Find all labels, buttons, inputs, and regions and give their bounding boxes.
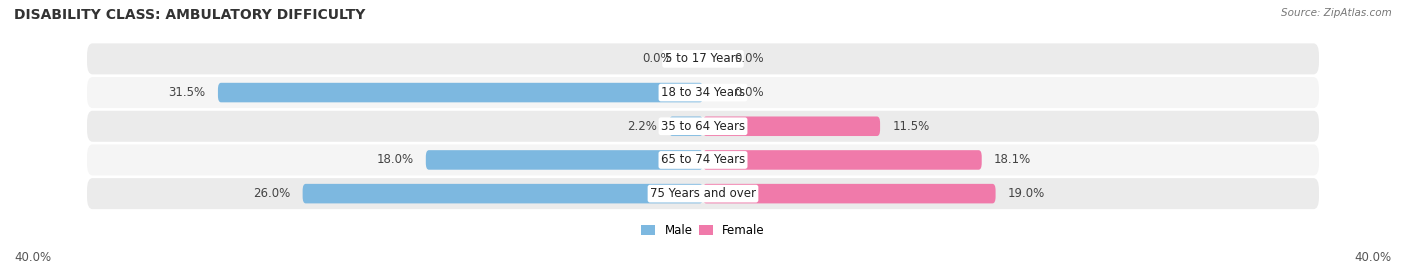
- Text: 0.0%: 0.0%: [734, 86, 763, 99]
- Text: 26.0%: 26.0%: [253, 187, 290, 200]
- Text: 75 Years and over: 75 Years and over: [650, 187, 756, 200]
- FancyBboxPatch shape: [703, 116, 880, 136]
- Text: 5 to 17 Years: 5 to 17 Years: [665, 52, 741, 65]
- FancyBboxPatch shape: [703, 150, 981, 170]
- FancyBboxPatch shape: [302, 184, 703, 203]
- Text: 18.1%: 18.1%: [994, 153, 1031, 167]
- FancyBboxPatch shape: [218, 83, 703, 102]
- Legend: Male, Female: Male, Female: [637, 219, 769, 242]
- Text: 19.0%: 19.0%: [1008, 187, 1045, 200]
- FancyBboxPatch shape: [87, 111, 1319, 142]
- FancyBboxPatch shape: [703, 184, 995, 203]
- Text: Source: ZipAtlas.com: Source: ZipAtlas.com: [1281, 8, 1392, 18]
- Text: 35 to 64 Years: 35 to 64 Years: [661, 120, 745, 133]
- FancyBboxPatch shape: [87, 43, 1319, 74]
- FancyBboxPatch shape: [87, 77, 1319, 108]
- Text: 40.0%: 40.0%: [14, 251, 51, 264]
- Text: 18 to 34 Years: 18 to 34 Years: [661, 86, 745, 99]
- FancyBboxPatch shape: [426, 150, 703, 170]
- Text: 0.0%: 0.0%: [734, 52, 763, 65]
- Text: DISABILITY CLASS: AMBULATORY DIFFICULTY: DISABILITY CLASS: AMBULATORY DIFFICULTY: [14, 8, 366, 22]
- FancyBboxPatch shape: [669, 116, 703, 136]
- Text: 31.5%: 31.5%: [169, 86, 205, 99]
- FancyBboxPatch shape: [87, 178, 1319, 209]
- Text: 0.0%: 0.0%: [643, 52, 672, 65]
- FancyBboxPatch shape: [87, 144, 1319, 175]
- Text: 2.2%: 2.2%: [627, 120, 657, 133]
- Text: 65 to 74 Years: 65 to 74 Years: [661, 153, 745, 167]
- Text: 40.0%: 40.0%: [1355, 251, 1392, 264]
- Text: 18.0%: 18.0%: [377, 153, 413, 167]
- Text: 11.5%: 11.5%: [893, 120, 929, 133]
